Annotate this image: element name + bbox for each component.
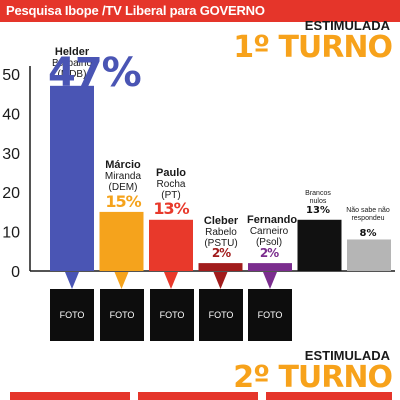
percentage-text: 47% xyxy=(48,50,142,96)
percentage-text: 2% xyxy=(259,246,279,260)
candidate-party: (DEM) xyxy=(108,182,138,193)
percentage-marcio: 15% xyxy=(99,192,147,211)
bar-pointer-2 xyxy=(114,272,129,289)
percentage-paulo: 13% xyxy=(149,199,193,218)
candidate-label-cleber: Cleber Rabelo (PSTU) xyxy=(199,215,243,250)
y-tick-label: 50 xyxy=(2,67,20,84)
bar-pointer-5 xyxy=(263,272,277,289)
candidate-label-fernando: Fernando Carneiro (Psol) xyxy=(247,215,297,249)
first-round-title: 1º TURNO xyxy=(233,30,393,65)
percentage-helder: 47% xyxy=(48,50,142,96)
bar-chart: 0 10 20 30 40 50 xyxy=(2,66,395,289)
first-round-label: ESTIMULADA xyxy=(304,18,390,33)
candidate-name: Paulo xyxy=(156,167,186,179)
candidate-surname: Carneiro xyxy=(249,226,289,237)
candidate-surname: Rabelo xyxy=(205,227,237,238)
candidate-surname: Miranda xyxy=(104,171,142,182)
percentage-text: 8% xyxy=(359,228,377,239)
candidate-party: (MDB) xyxy=(57,69,87,80)
candidate-name: Fernando xyxy=(247,214,298,226)
y-tick-label: 20 xyxy=(2,185,20,202)
photo-placeholder-cleber: FOTO xyxy=(199,289,243,341)
second-round-bar-3 xyxy=(266,392,392,400)
percentage-text: 13% xyxy=(306,205,330,216)
bar-1 xyxy=(50,85,94,271)
bar-pointer-4 xyxy=(213,272,228,289)
bar-7 xyxy=(347,239,391,271)
photo-placeholder-fernando: FOTO xyxy=(248,289,292,341)
candidate-surname: Rocha xyxy=(156,179,186,190)
bar-3 xyxy=(149,219,193,271)
candidate-name: Márcio xyxy=(105,159,141,171)
candidate-name: Helder xyxy=(54,46,90,58)
candidate-label-helder: Helder Barbalho (MDB) xyxy=(48,46,96,81)
bar-pointer-1 xyxy=(65,272,79,289)
photo-placeholder-marcio: FOTO xyxy=(100,289,144,341)
y-tick-label: 40 xyxy=(2,106,20,123)
second-round-label: ESTIMULADA xyxy=(304,348,390,363)
second-round-bar-1 xyxy=(10,392,130,400)
first-round-title-text: 1º TURNO xyxy=(233,30,393,65)
candidate-label-paulo: Paulo Rocha (PT) xyxy=(149,167,193,202)
second-round-title: 2º TURNO xyxy=(233,360,393,395)
y-tick-label: 10 xyxy=(2,225,20,242)
percentage-nao-sabe: 8% xyxy=(346,228,390,239)
candidate-surname: Barbalho xyxy=(51,58,93,69)
photo-placeholder-helder: FOTO xyxy=(50,289,94,341)
candidate-party: (PSTU) xyxy=(204,238,238,249)
y-tick-label: 0 xyxy=(11,264,20,281)
header-bar: Pesquisa Ibope /TV Liberal para GOVERNO xyxy=(0,0,400,22)
photo-placeholder-paulo: FOTO xyxy=(150,289,194,341)
percentage-text: 13% xyxy=(153,199,189,218)
percentage-fernando: 2% xyxy=(247,246,291,260)
bar-5 xyxy=(248,263,292,271)
percentage-cleber: 2% xyxy=(199,246,243,260)
second-round-title-text: 2º TURNO xyxy=(233,360,393,395)
candidate-party: (PT) xyxy=(161,190,181,201)
candidate-label-marcio: Márcio Miranda (DEM) xyxy=(99,159,147,194)
bar-pointer-3 xyxy=(164,272,178,289)
second-round-bar-2 xyxy=(138,392,258,400)
label-brancos-nulos: Brancos nulos xyxy=(305,190,331,205)
label-nao-sabe: Não sabe não respondeu xyxy=(346,207,390,222)
percentage-brancos-nulos: 13% xyxy=(296,205,340,216)
candidate-name: Cleber xyxy=(203,215,239,227)
bar-4 xyxy=(198,263,243,271)
percentage-text: 2% xyxy=(211,246,231,260)
y-tick-label: 30 xyxy=(2,146,20,163)
bar-2 xyxy=(99,211,144,271)
percentage-text: 15% xyxy=(105,192,141,211)
header-title: Pesquisa Ibope /TV Liberal para GOVERNO xyxy=(6,3,265,18)
candidate-party: (Psol) xyxy=(255,237,283,248)
bar-6 xyxy=(297,219,342,271)
